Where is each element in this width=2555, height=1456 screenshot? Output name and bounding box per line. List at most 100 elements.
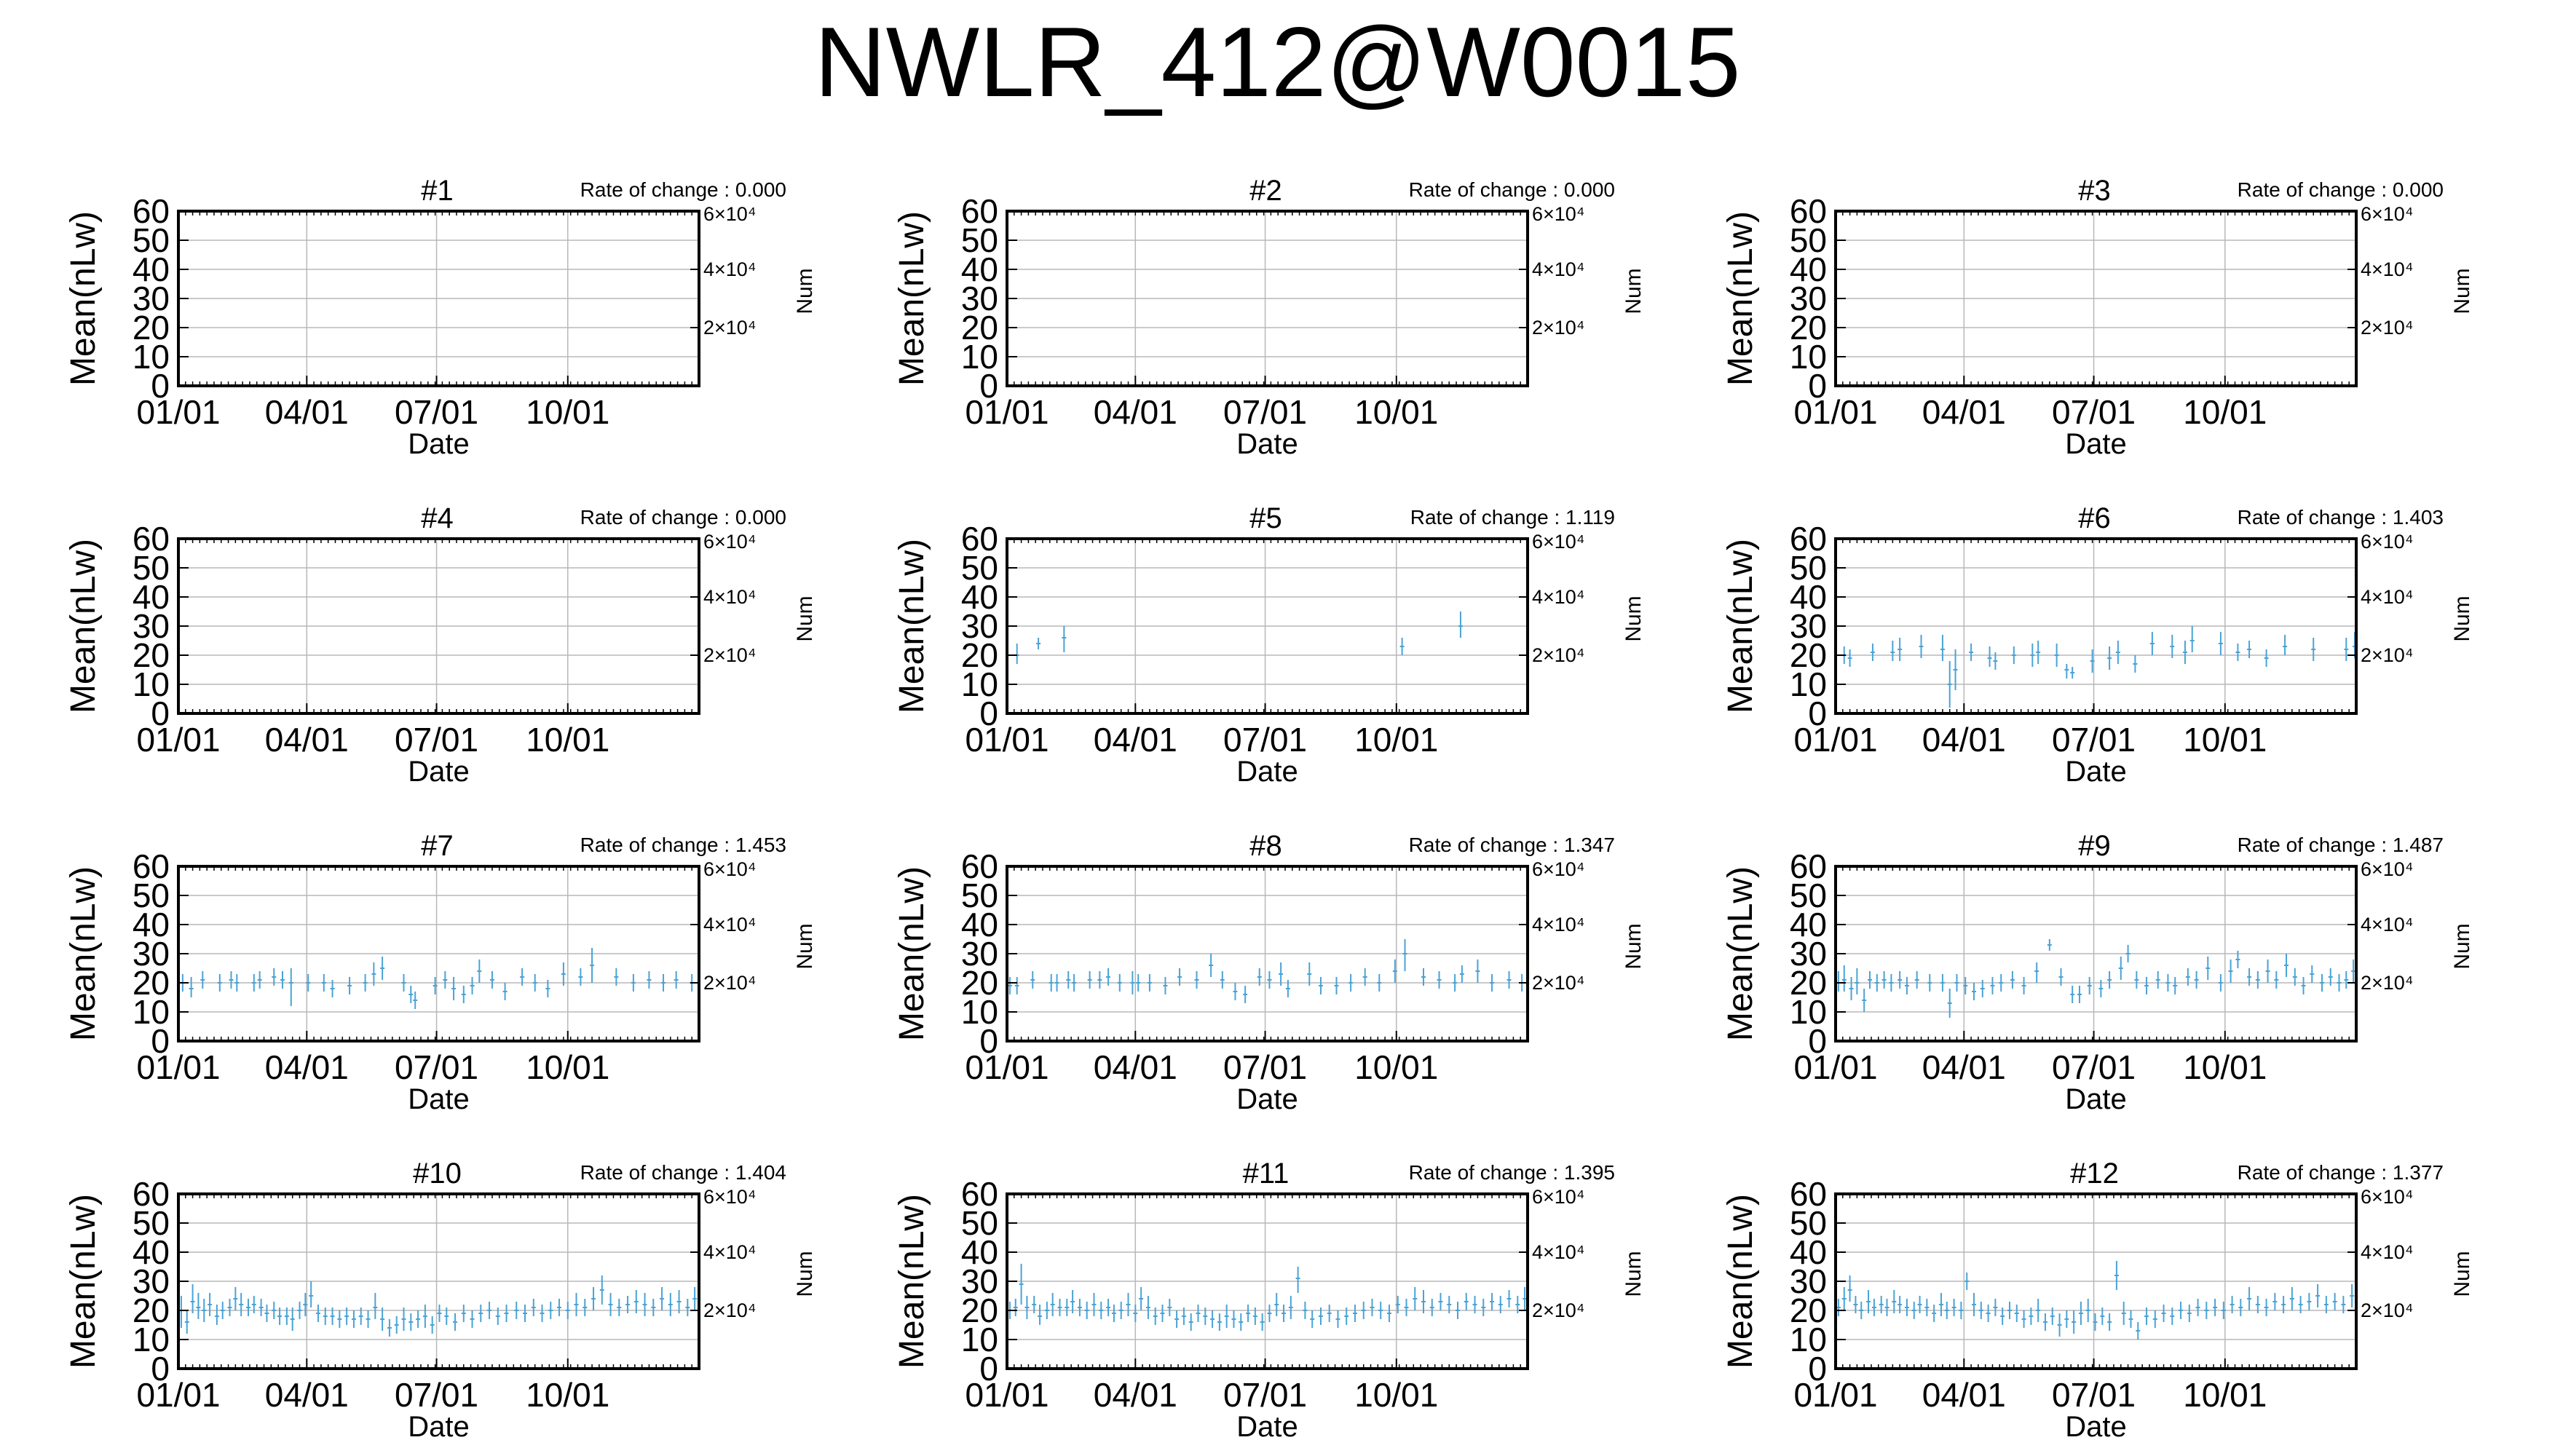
y-axis-label: Mean(nLw): [1721, 211, 1760, 386]
y2-tick-label: 4×10⁴: [2361, 914, 2413, 935]
x-tick-label: 04/01: [265, 1376, 349, 1414]
panel-title: #1: [421, 175, 454, 207]
panel-title: #8: [1249, 830, 1282, 862]
y-tick-label: 10: [961, 338, 998, 376]
x-tick-label: 07/01: [395, 1048, 478, 1086]
y-tick-label: 20: [961, 636, 998, 674]
x-tick-label: 04/01: [1922, 393, 2006, 431]
y-tick-label: 0: [1808, 367, 1827, 405]
y2-tick-label: 4×10⁴: [1532, 1241, 1584, 1263]
y-tick-label: 20: [133, 636, 170, 674]
x-tick-label: 01/01: [1793, 1048, 1877, 1086]
x-tick-label: 01/01: [965, 1048, 1049, 1086]
x-tick-label: 04/01: [1922, 721, 2006, 759]
y-tick-label: 50: [133, 877, 170, 914]
y-tick-label: 20: [133, 309, 170, 347]
y-tick-label: 30: [1790, 1262, 1827, 1300]
y-tick-label: 40: [1790, 906, 1827, 943]
y-tick-label: 40: [133, 906, 170, 943]
panel-title: #3: [2078, 175, 2111, 207]
y2-tick-label: 4×10⁴: [703, 586, 756, 608]
y-tick-label: 10: [1790, 338, 1827, 376]
x-tick-label: 04/01: [265, 1048, 349, 1086]
y2-tick-label: 2×10⁴: [703, 317, 756, 339]
panel-title: #6: [2078, 502, 2111, 534]
rate-of-change-label: Rate of change : 0.000: [1409, 178, 1615, 201]
y-tick-label: 50: [961, 877, 998, 914]
y2-tick-label: 2×10⁴: [2361, 972, 2413, 994]
rate-of-change-label: Rate of change : 1.377: [2238, 1161, 2444, 1184]
y-axis-label: Mean(nLw): [64, 1194, 103, 1369]
y-tick-label: 0: [979, 695, 998, 732]
y2-tick-label: 2×10⁴: [2361, 1299, 2413, 1321]
y-tick-label: 50: [961, 549, 998, 587]
y-tick-label: 0: [979, 367, 998, 405]
y-tick-label: 10: [133, 338, 170, 376]
y-tick-label: 60: [961, 192, 998, 230]
x-tick-label: 10/01: [526, 393, 609, 431]
x-tick-label: 07/01: [395, 1376, 478, 1414]
y-tick-label: 30: [961, 935, 998, 973]
panel-title: #4: [421, 502, 454, 534]
y-axis-label: Mean(nLw): [1721, 539, 1760, 713]
y2-tick-label: 2×10⁴: [1532, 644, 1584, 666]
x-tick-label: 10/01: [1354, 393, 1438, 431]
y2-axis-label: Num: [1622, 1251, 1646, 1297]
rate-of-change-label: Rate of change : 1.347: [1409, 834, 1615, 856]
x-tick-label: 04/01: [1094, 1376, 1177, 1414]
y-tick-label: 10: [961, 1321, 998, 1358]
x-axis-label: Date: [1236, 1411, 1298, 1443]
y-axis-label: Mean(nLw): [1721, 1194, 1760, 1369]
y2-axis-label: Num: [2450, 596, 2474, 641]
y-tick-label: 0: [151, 1022, 170, 1060]
y-tick-label: 20: [961, 964, 998, 1002]
x-tick-label: 10/01: [526, 1048, 609, 1086]
x-tick-label: 01/01: [965, 1376, 1049, 1414]
y-axis-label: Mean(nLw): [64, 866, 103, 1041]
y-tick-label: 40: [961, 906, 998, 943]
y2-tick-label: 4×10⁴: [1532, 914, 1584, 935]
y-tick-label: 0: [1808, 1022, 1827, 1060]
y2-tick-label: 4×10⁴: [2361, 1241, 2413, 1263]
y2-tick-label: 6×10⁴: [703, 531, 756, 553]
y-tick-label: 40: [133, 578, 170, 616]
rate-of-change-label: Rate of change : 0.000: [580, 506, 786, 529]
y-tick-label: 60: [1790, 192, 1827, 230]
y2-tick-label: 2×10⁴: [1532, 317, 1584, 339]
y2-tick-label: 6×10⁴: [2361, 858, 2413, 880]
x-tick-label: 01/01: [1793, 1376, 1877, 1414]
y2-tick-label: 4×10⁴: [703, 1241, 756, 1263]
y2-axis-label: Num: [2450, 923, 2474, 969]
y-tick-label: 30: [961, 280, 998, 317]
y-axis-label: Mean(nLw): [893, 1194, 931, 1369]
y2-axis-label: Num: [1622, 923, 1646, 969]
x-axis-label: Date: [2065, 756, 2127, 788]
y-tick-label: 30: [961, 607, 998, 645]
y2-tick-label: 6×10⁴: [2361, 531, 2413, 553]
y2-tick-label: 2×10⁴: [1532, 1299, 1584, 1321]
y-tick-label: 50: [1790, 549, 1827, 587]
y-tick-label: 20: [1790, 309, 1827, 347]
x-tick-label: 07/01: [2052, 393, 2136, 431]
y2-tick-label: 6×10⁴: [703, 858, 756, 880]
y2-tick-label: 4×10⁴: [2361, 258, 2413, 280]
y-tick-label: 0: [151, 1350, 170, 1388]
y-tick-label: 10: [961, 665, 998, 703]
y-tick-label: 50: [133, 1204, 170, 1242]
y-tick-label: 60: [133, 520, 170, 558]
y-tick-label: 50: [133, 221, 170, 259]
y-tick-label: 60: [961, 520, 998, 558]
y-axis-label: Mean(nLw): [893, 211, 931, 386]
x-axis-label: Date: [2065, 1083, 2127, 1115]
x-axis-label: Date: [2065, 428, 2127, 460]
rate-of-change-label: Rate of change : 1.404: [580, 1161, 786, 1184]
y-tick-label: 50: [1790, 877, 1827, 914]
x-axis-label: Date: [1236, 1083, 1298, 1115]
x-tick-label: 07/01: [1223, 1048, 1307, 1086]
x-tick-label: 04/01: [1922, 1048, 2006, 1086]
x-tick-label: 07/01: [1223, 393, 1307, 431]
y-axis-label: Mean(nLw): [64, 539, 103, 713]
